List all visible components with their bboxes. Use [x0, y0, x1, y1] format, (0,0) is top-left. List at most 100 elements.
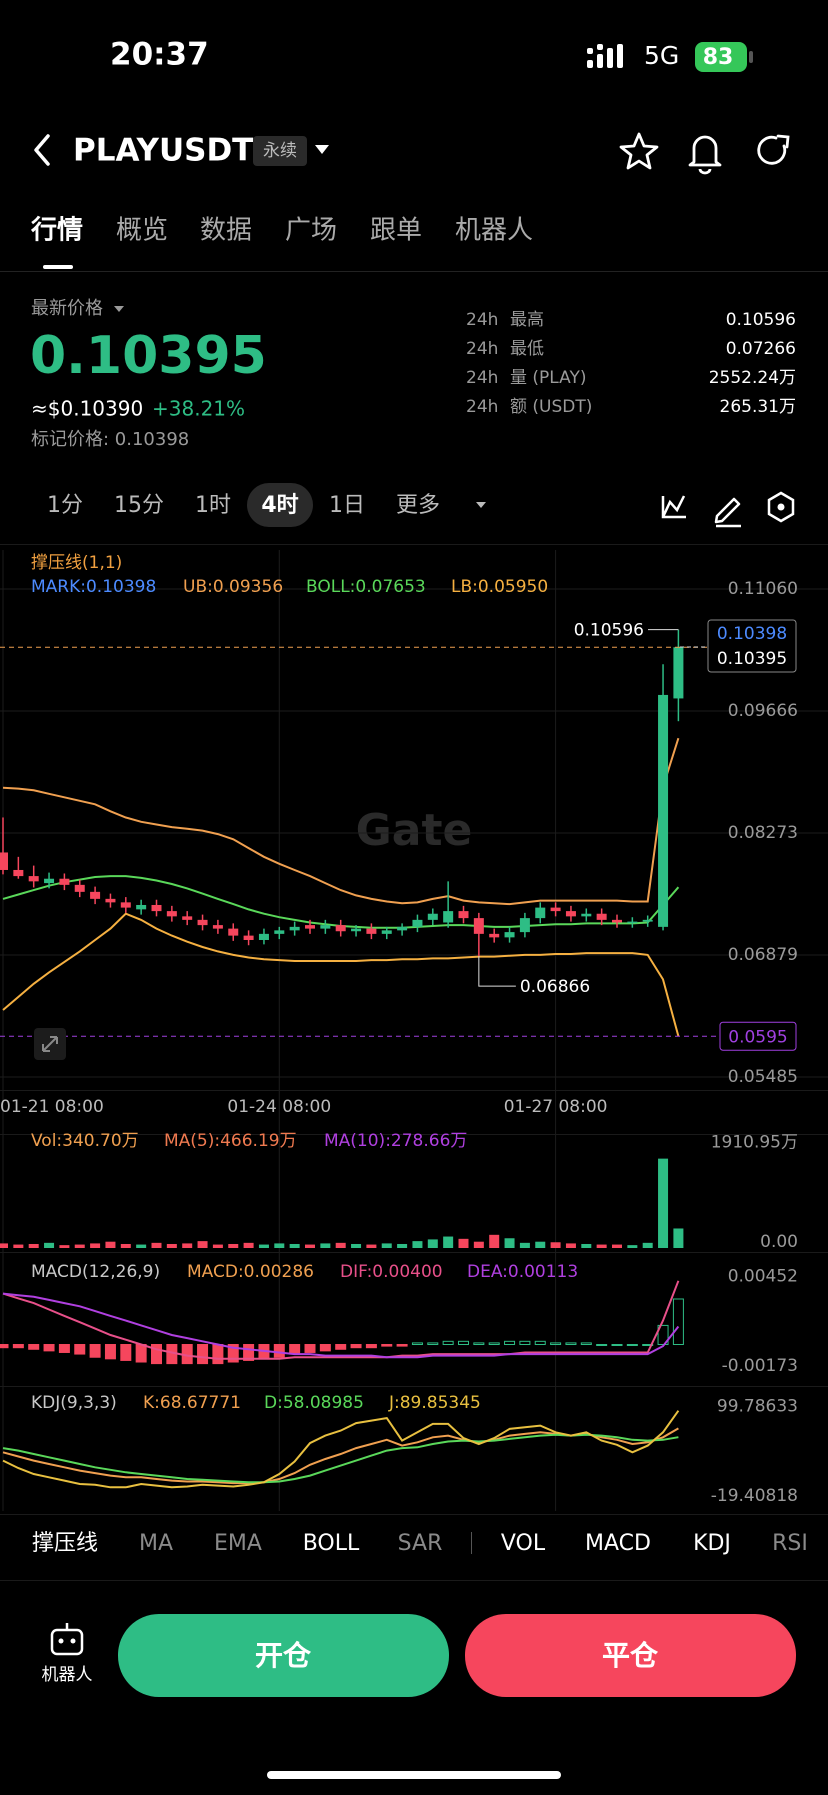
x-tick-label: 01-27 08:00: [504, 1097, 608, 1117]
back-button[interactable]: [34, 134, 50, 166]
indicator-tab[interactable]: BOLL: [303, 1531, 360, 1556]
indicator-tab[interactable]: EMA: [214, 1531, 262, 1556]
legend-item: D:58.08985: [264, 1393, 364, 1413]
alert-icon[interactable]: [688, 135, 722, 175]
candle-body: [105, 898, 116, 903]
lower-band-tag-box: [719, 1021, 797, 1051]
macd-bar: [473, 1342, 485, 1346]
mark-price: 标记价格: 0.10398: [31, 429, 189, 450]
indicator-tab[interactable]: RSI: [772, 1531, 808, 1556]
indicator-tab[interactable]: MACD: [585, 1531, 651, 1556]
battery-level: 83: [703, 45, 734, 70]
divider: [0, 1514, 828, 1515]
volume-bar: [44, 1242, 55, 1248]
macd-bar: [243, 1344, 255, 1361]
volume-bar: [59, 1245, 70, 1248]
macd-bar: [565, 1342, 577, 1346]
timeframe[interactable]: 4时: [261, 493, 298, 518]
symbol-dropdown[interactable]: [315, 145, 329, 154]
timeframe[interactable]: 1日: [329, 493, 365, 518]
indicator-tab[interactable]: VOL: [501, 1531, 546, 1556]
price-dropdown[interactable]: [114, 306, 124, 312]
favorite-icon[interactable]: [619, 132, 659, 170]
open-label[interactable]: 开仓: [255, 1639, 312, 1672]
volume-bar: [120, 1243, 131, 1248]
tab[interactable]: 概览: [116, 216, 168, 246]
indicator-tab[interactable]: 撑压线: [32, 1531, 98, 1556]
timeframe-bar: 1分 15分 1时 4时 1日 更多: [47, 493, 440, 518]
indicator-tab[interactable]: KDJ: [693, 1531, 731, 1556]
candle-body: [565, 911, 576, 917]
contract-type: 永续: [263, 141, 297, 161]
more-dropdown[interactable]: [476, 502, 486, 508]
timeframe[interactable]: 1时: [195, 493, 231, 518]
battery: [695, 42, 747, 72]
y-tick-label: 0.00: [760, 1232, 798, 1252]
macd-bar: [120, 1344, 132, 1361]
divider: [0, 544, 828, 545]
candle-body: [427, 913, 438, 920]
volume-bar: [351, 1243, 362, 1248]
tab[interactable]: 数据: [200, 216, 252, 246]
legend-item: MACD(12,26,9): [31, 1262, 160, 1282]
legend-title: 撑压线(1,1): [31, 553, 122, 573]
open-button[interactable]: [118, 1614, 449, 1697]
symbol[interactable]: PLAYUSDT: [73, 133, 253, 169]
share-icon[interactable]: [757, 134, 790, 165]
indicator-tab[interactable]: MA: [139, 1531, 173, 1556]
macd-bar: [319, 1344, 331, 1352]
macd-bar: [504, 1340, 516, 1346]
candle-body: [258, 933, 269, 940]
last-price-label[interactable]: 最新价格: [31, 298, 103, 319]
timeframe[interactable]: 更多: [396, 493, 440, 518]
volume-bar: [212, 1244, 223, 1248]
timeframe[interactable]: 1分: [47, 493, 83, 518]
settings-icon[interactable]: [767, 491, 795, 523]
robot-icon[interactable]: [50, 1623, 84, 1656]
last-price: 0.10395: [30, 326, 267, 386]
legend-item: K:68.67771: [143, 1393, 241, 1413]
y-tick-label: 0.08273: [728, 823, 798, 843]
divider: [0, 271, 828, 272]
y-tick-label: -19.40818: [711, 1486, 798, 1506]
stat-period: 24h: [466, 397, 498, 417]
volume-bar: [90, 1243, 101, 1248]
robot-label[interactable]: 机器人: [42, 1665, 93, 1685]
stat-period: 24h: [466, 339, 498, 359]
stat-label: 最高: [510, 310, 544, 330]
tab[interactable]: 行情: [30, 215, 83, 246]
signal-icon: [587, 44, 623, 68]
mark-price-tag: 0.10398: [717, 624, 787, 644]
macd-bar: [365, 1344, 377, 1349]
candle-body: [504, 932, 515, 938]
legend-item: UB:0.09356: [183, 577, 283, 597]
close-button[interactable]: [465, 1614, 796, 1697]
candle-body: [320, 925, 331, 929]
timeframe[interactable]: 15分: [114, 493, 164, 518]
candle-body: [305, 925, 315, 929]
macd-bar: [672, 1298, 684, 1346]
close-label[interactable]: 平仓: [602, 1639, 659, 1672]
indicator-tab[interactable]: SAR: [398, 1531, 443, 1556]
macd-bar: [396, 1344, 408, 1347]
tab[interactable]: 跟单: [370, 216, 422, 246]
volume-bar: [74, 1244, 85, 1248]
volume-bar: [151, 1242, 162, 1248]
low-marker-line: [478, 956, 516, 987]
indicator-icon[interactable]: [661, 495, 686, 519]
macd-bar: [58, 1344, 70, 1353]
candle-body: [627, 921, 638, 924]
candle-body: [166, 911, 177, 917]
draw-icon[interactable]: [714, 497, 741, 528]
volume-bar: [565, 1243, 576, 1248]
tab[interactable]: 机器人: [455, 216, 533, 246]
tab[interactable]: 广场: [285, 216, 337, 246]
candle-body: [489, 933, 500, 938]
macd-bar: [596, 1344, 608, 1347]
y-tick-label: 0.05485: [728, 1067, 798, 1087]
contract-badge: [253, 136, 307, 166]
price-tag: [707, 619, 797, 673]
candle-body: [535, 907, 546, 919]
x-tick-label: 01-24 08:00: [227, 1097, 331, 1117]
